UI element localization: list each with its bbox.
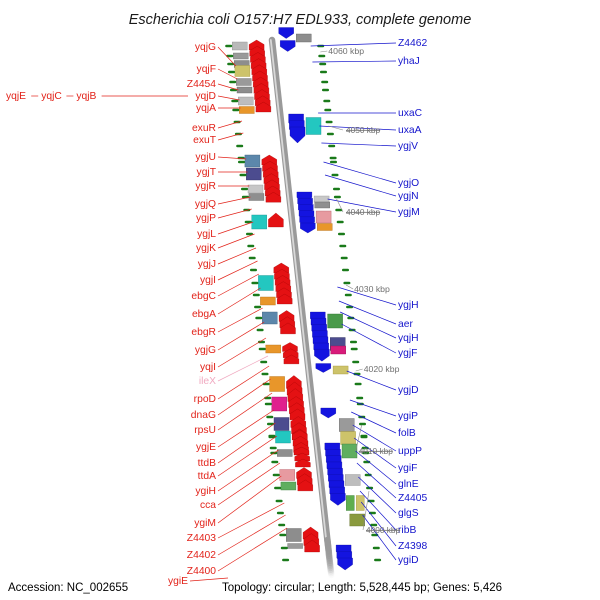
svg-text:ygiE: ygiE — [168, 576, 188, 587]
svg-text:ygiD: ygiD — [398, 555, 419, 566]
svg-text:ttdB: ttdB — [198, 458, 216, 469]
svg-text:Z4454: Z4454 — [187, 79, 216, 90]
svg-text:4040 kbp: 4040 kbp — [346, 207, 381, 217]
svg-text:dnaG: dnaG — [191, 410, 216, 421]
svg-text:yqjC: yqjC — [41, 91, 62, 102]
svg-text:ygjG: ygjG — [195, 345, 216, 356]
svg-text:4010 kbp: 4010 kbp — [359, 446, 394, 456]
svg-text:glgS: glgS — [398, 508, 419, 519]
svg-text:ygiP: ygiP — [398, 411, 418, 422]
svg-text:ygjR: ygjR — [195, 181, 216, 192]
svg-text:ygjP: ygjP — [196, 213, 216, 224]
svg-text:uppP: uppP — [398, 446, 422, 457]
svg-text:ygiM: ygiM — [194, 518, 216, 529]
svg-text:ygjQ: ygjQ — [195, 199, 216, 210]
svg-text:yqjD: yqjD — [195, 91, 216, 102]
svg-text:rpoD: rpoD — [194, 394, 216, 405]
svg-text:4000 kbp: 4000 kbp — [366, 525, 401, 535]
svg-text:ygjU: ygjU — [195, 152, 216, 163]
svg-text:ygjN: ygjN — [398, 191, 419, 202]
svg-text:ygjM: ygjM — [398, 207, 420, 218]
svg-text:cca: cca — [200, 500, 216, 511]
svg-text:Z4398: Z4398 — [398, 541, 427, 552]
svg-text:yqjF: yqjF — [197, 64, 216, 75]
svg-text:uxaC: uxaC — [398, 108, 423, 119]
svg-text:ygjJ: ygjJ — [198, 259, 216, 270]
svg-text:exuR: exuR — [192, 123, 216, 134]
svg-text:ygjE: ygjE — [196, 442, 216, 453]
svg-text:glnE: glnE — [398, 479, 419, 490]
svg-text:ygjV: ygjV — [398, 141, 418, 152]
svg-text:ygjF: ygjF — [398, 348, 417, 359]
svg-text:yqjH: yqjH — [398, 333, 419, 344]
svg-text:4030 kbp: 4030 kbp — [354, 284, 390, 294]
svg-text:rpsU: rpsU — [194, 425, 216, 436]
svg-text:ebgC: ebgC — [191, 291, 216, 302]
svg-text:ribB: ribB — [398, 525, 416, 536]
svg-text:ygjT: ygjT — [197, 167, 217, 178]
svg-text:yqjI: yqjI — [200, 362, 216, 373]
svg-text:ygiH: ygiH — [195, 486, 216, 497]
svg-text:ygjK: ygjK — [196, 243, 216, 254]
svg-text:aer: aer — [398, 319, 413, 330]
svg-text:ygjH: ygjH — [398, 300, 419, 311]
svg-text:Z4400: Z4400 — [187, 566, 216, 577]
svg-text:Z4403: Z4403 — [187, 533, 216, 544]
svg-text:4060 kbp: 4060 kbp — [328, 46, 364, 56]
svg-text:ygiF: ygiF — [398, 463, 417, 474]
svg-text:Z4405: Z4405 — [398, 493, 427, 504]
svg-text:Z4402: Z4402 — [187, 550, 216, 561]
svg-text:exuT: exuT — [193, 135, 217, 146]
svg-text:ygjD: ygjD — [398, 385, 419, 396]
svg-text:yhaJ: yhaJ — [398, 56, 420, 67]
svg-text:yqjG: yqjG — [195, 42, 216, 53]
svg-text:Z4462: Z4462 — [398, 38, 427, 49]
svg-text:ebgA: ebgA — [192, 309, 216, 320]
svg-text:ygjL: ygjL — [197, 229, 216, 240]
svg-text:4050 kbp: 4050 kbp — [346, 125, 381, 135]
svg-text:yqjE: yqjE — [6, 91, 26, 102]
svg-text:ileX: ileX — [199, 376, 216, 387]
svg-text:ygjO: ygjO — [398, 178, 419, 189]
svg-text:ebgR: ebgR — [191, 327, 216, 338]
svg-text:yqjA: yqjA — [196, 103, 216, 114]
svg-text:yqjB: yqjB — [76, 91, 96, 102]
svg-text:4020 kbp: 4020 kbp — [364, 364, 400, 374]
svg-text:folB: folB — [398, 428, 416, 439]
svg-text:uxaA: uxaA — [398, 125, 422, 136]
svg-text:ttdA: ttdA — [198, 471, 216, 482]
svg-text:ygjI: ygjI — [200, 275, 216, 286]
